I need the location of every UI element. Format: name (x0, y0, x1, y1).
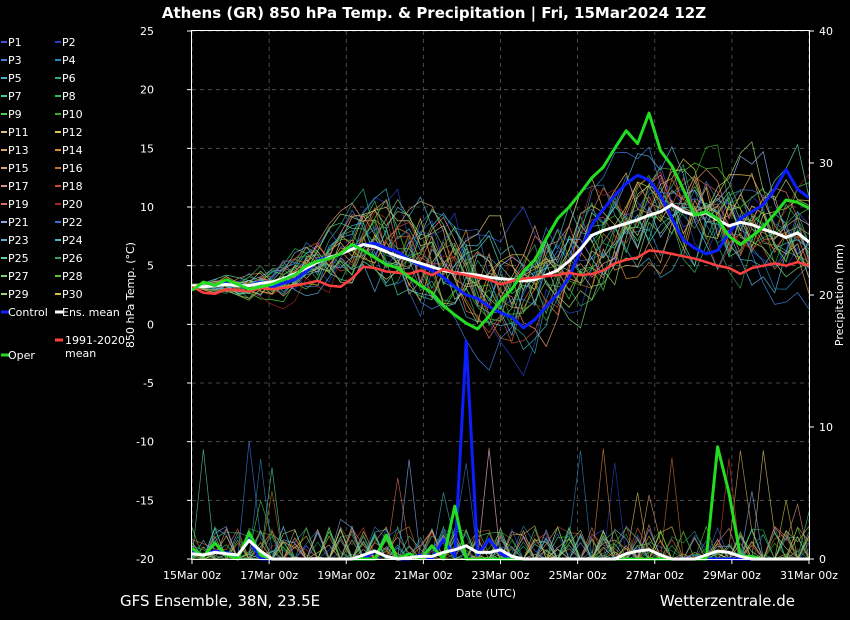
member-line-p30 (191, 181, 810, 325)
member-line-p17 (191, 168, 810, 348)
footer-source: Wetterzentrale.de (660, 592, 795, 610)
legend-label-control: Control (8, 306, 48, 319)
1991-2020-mean-temp-line (191, 249, 810, 296)
y-tick-label: 0 (147, 318, 154, 331)
legend-label-p8: P8 (62, 90, 76, 103)
legend-label-p6: P6 (62, 72, 76, 85)
axes: 25 20 15 10 5 0 -5 -10 -15 -20 15Mar 00z 17Mar 00z 1… (136, 25, 838, 582)
chart-title: Athens (GR) 850 hPa Temp. & Precipitatio… (162, 4, 706, 23)
y-tick-label: -15 (136, 494, 154, 507)
legend-label-oper: Oper (8, 349, 35, 362)
member-line-p3 (191, 146, 810, 371)
legend-label-p15: P15 (8, 162, 29, 175)
legend-label-p17: P17 (8, 180, 29, 193)
legend-label-p10: P10 (62, 108, 83, 121)
legend-label-p4: P4 (62, 54, 76, 67)
legend-label-p29: P29 (8, 288, 29, 301)
legend-label-p5: P5 (8, 72, 22, 85)
legend-label-p18: P18 (62, 180, 83, 193)
legend-label-p30: P30 (62, 288, 83, 301)
x-tick-label: 27Mar 00z (626, 569, 684, 582)
y2-tick-label: 10 (819, 421, 833, 434)
legend-label-p3: P3 (8, 54, 22, 67)
x-tick-label: 23Mar 00z (471, 569, 529, 582)
legend-label-p22: P22 (62, 216, 83, 229)
legend-label-p7: P7 (8, 90, 22, 103)
legend: P1 P2 P3 P4 P5 P6 P7 P8 P9 P10 P11 P12 P13 P14 P15 P16 P… (1, 36, 125, 362)
legend-label-p23: P23 (8, 234, 29, 247)
x-tick-label: 17Mar 00z (240, 569, 298, 582)
legend-label-p1: P1 (8, 36, 22, 49)
footer-model-info: GFS Ensemble, 38N, 23.5E (120, 592, 320, 610)
y-tick-label: -10 (136, 436, 154, 449)
legend-label-p28: P28 (62, 270, 83, 283)
y2-tick-label: 30 (819, 157, 833, 170)
legend-label-p12: P12 (62, 126, 83, 139)
y2-tick-label: 0 (819, 553, 826, 566)
legend-label-p19: P19 (8, 198, 29, 211)
legend-label-p9: P9 (8, 108, 22, 121)
y2-axis-label: Precipitation (mm) (833, 244, 846, 346)
legend-label-p20: P20 (62, 198, 83, 211)
oper-temp-line (191, 111, 810, 331)
x-tick-label: 19Mar 00z (317, 569, 375, 582)
member-line-p5 (191, 188, 810, 351)
x-axis-label: Date (UTC) (456, 587, 516, 600)
x-tick-label: 31Mar 00z (780, 569, 838, 582)
legend-label-p13: P13 (8, 144, 29, 157)
y-tick-label: 5 (147, 260, 154, 273)
legend-label-p21: P21 (8, 216, 29, 229)
x-tick-label: 29Mar 00z (703, 569, 761, 582)
y-tick-label: -5 (143, 377, 154, 390)
legend-label-p2: P2 (62, 36, 76, 49)
legend-label-1991-2020-mean: 1991-2020 mean (65, 334, 125, 360)
member-line-p7 (191, 199, 810, 303)
y-tick-label: 10 (140, 201, 154, 214)
legend-label-p11: P11 (8, 126, 29, 139)
y2-tick-label: 40 (819, 25, 833, 38)
y2-tick-label: 20 (819, 289, 833, 302)
x-tick-label: 25Mar 00z (549, 569, 607, 582)
control-temp-line (191, 168, 810, 330)
y-tick-label: 25 (140, 25, 154, 38)
legend-label-p27: P27 (8, 270, 29, 283)
y-axis-label: 850 hPa Temp. (°C) (124, 242, 137, 348)
member-line-p18 (191, 170, 810, 344)
legend-label-p14: P14 (62, 144, 83, 157)
y-tick-label: -20 (136, 553, 154, 566)
y-tick-label: 20 (140, 84, 154, 97)
legend-label-p26: P26 (62, 252, 83, 265)
legend-label-p24: P24 (62, 234, 83, 247)
legend-label-p16: P16 (62, 162, 83, 175)
member-line-p10 (191, 144, 810, 327)
x-tick-label: 21Mar 00z (394, 569, 452, 582)
legend-label-p25: P25 (8, 252, 29, 265)
y-tick-label: 15 (140, 142, 154, 155)
legend-label-ens-mean: Ens. mean (62, 306, 120, 319)
x-tick-label: 15Mar 00z (163, 569, 221, 582)
